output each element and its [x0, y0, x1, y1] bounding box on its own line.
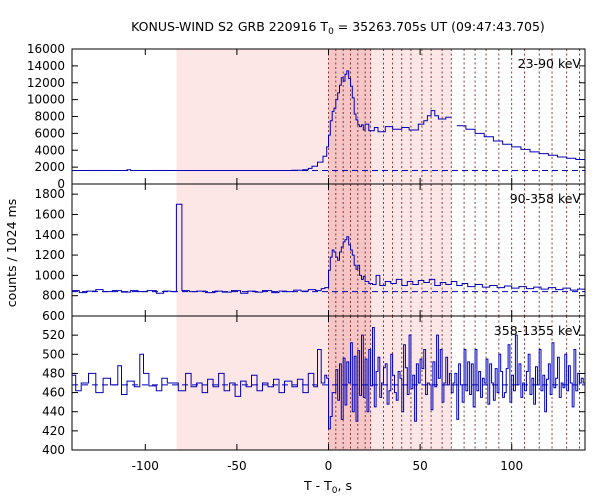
energy-band-label: 23-90 keV	[518, 56, 582, 71]
shaded-interval	[176, 184, 452, 316]
lightcurve-series	[72, 70, 585, 171]
panel-1: 0 2000 4000 6000 8000 10000 12000 14000 16000 23-…	[27, 42, 586, 191]
chart-title: KONUS-WIND S2 GRB 220916 T0 = 35263.705s…	[131, 19, 545, 37]
x-tick-label: -100	[132, 459, 159, 473]
x-tick-label: 0	[325, 459, 333, 473]
y-tick-label: 2000	[34, 160, 65, 174]
y-tick-label: 520	[42, 328, 65, 342]
y-tick-label: 440	[42, 405, 65, 419]
y-axis-label: counts / 1024 ms	[4, 199, 19, 307]
x-tick-label: 50	[412, 459, 427, 473]
y-tick-label: 1000	[34, 268, 65, 282]
y-tick-label: 14000	[27, 59, 65, 73]
panel-3: 400 420 440 460 480 500 520 -100 -50 0 50 100 358-13…	[42, 315, 586, 473]
y-tick-label: 420	[42, 424, 65, 438]
y-tick-label: 1800	[34, 187, 65, 201]
panels-group: 020004000600080001000012000140001600023-…	[27, 42, 586, 473]
y-tick-label: 500	[42, 347, 65, 361]
y-tick-label: 800	[42, 289, 65, 303]
panel-2: 600 800 1000 1200 1400 1600 1800 90-358 keV	[34, 183, 586, 323]
x-axis-label-subscript: 0	[332, 486, 338, 496]
y-tick-label: 400	[42, 443, 65, 457]
chart-title-subscript: 0	[328, 27, 334, 37]
y-tick-label: 6000	[34, 126, 65, 140]
shaded-interval	[176, 49, 452, 184]
lightcurve-series	[72, 203, 585, 294]
y-tick-label: 600	[42, 309, 65, 323]
x-axis-label: T - T0, s	[303, 478, 352, 496]
y-tick-label: 0	[57, 177, 65, 191]
x-tick-label: 100	[500, 459, 523, 473]
y-tick-label: 16000	[27, 42, 65, 56]
x-tick-label: -50	[227, 459, 247, 473]
y-tick-label: 1200	[34, 248, 65, 262]
y-tick-label: 8000	[34, 110, 65, 124]
y-tick-label: 12000	[27, 76, 65, 90]
y-tick-label: 4000	[34, 143, 65, 157]
dark-shaded-interval	[328, 49, 371, 184]
y-tick-label: 1600	[34, 207, 65, 221]
y-tick-label: 10000	[27, 93, 65, 107]
lightcurve-series	[72, 327, 585, 430]
dark-shaded-interval	[328, 184, 371, 316]
energy-band-label: 358-1355 keV	[494, 323, 582, 338]
y-tick-label: 1400	[34, 228, 65, 242]
y-tick-label: 460	[42, 386, 65, 400]
y-tick-label: 480	[42, 366, 65, 380]
energy-band-label: 90-358 keV	[510, 191, 582, 206]
